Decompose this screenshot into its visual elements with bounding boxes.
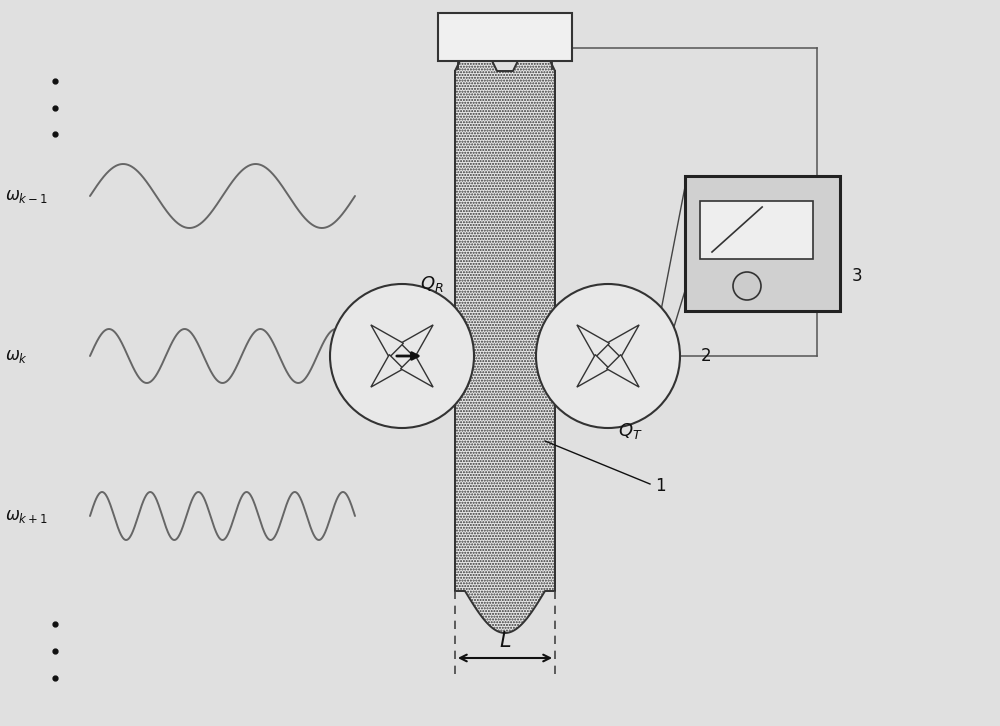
Circle shape (733, 272, 761, 300)
Polygon shape (371, 354, 403, 387)
Circle shape (536, 284, 680, 428)
Text: 2: 2 (701, 347, 711, 365)
Text: $\boldsymbol{Q_R}$: $\boldsymbol{Q_R}$ (420, 274, 444, 294)
Polygon shape (401, 354, 433, 387)
Circle shape (330, 284, 474, 428)
Polygon shape (401, 325, 433, 357)
Bar (685, 176, 840, 311)
Polygon shape (607, 354, 639, 387)
Bar (442, 341, 455, 371)
Polygon shape (607, 325, 639, 357)
Text: $\omega_{k+1}$: $\omega_{k+1}$ (5, 507, 48, 525)
Bar (555, 341, 568, 371)
Text: $\boldsymbol{\mathit{L}}$: $\boldsymbol{\mathit{L}}$ (499, 631, 511, 651)
Text: 3: 3 (852, 267, 863, 285)
Polygon shape (371, 325, 403, 357)
Polygon shape (455, 43, 555, 633)
Text: $\omega_{k-1}$: $\omega_{k-1}$ (5, 187, 48, 205)
Text: 1: 1 (655, 477, 666, 495)
Polygon shape (577, 325, 609, 357)
Text: $\omega_k$: $\omega_k$ (5, 347, 28, 365)
Bar (438, 13, 572, 61)
Text: $\boldsymbol{Q_T}$: $\boldsymbol{Q_T}$ (618, 421, 643, 441)
Bar (700, 201, 813, 259)
Polygon shape (577, 354, 609, 387)
